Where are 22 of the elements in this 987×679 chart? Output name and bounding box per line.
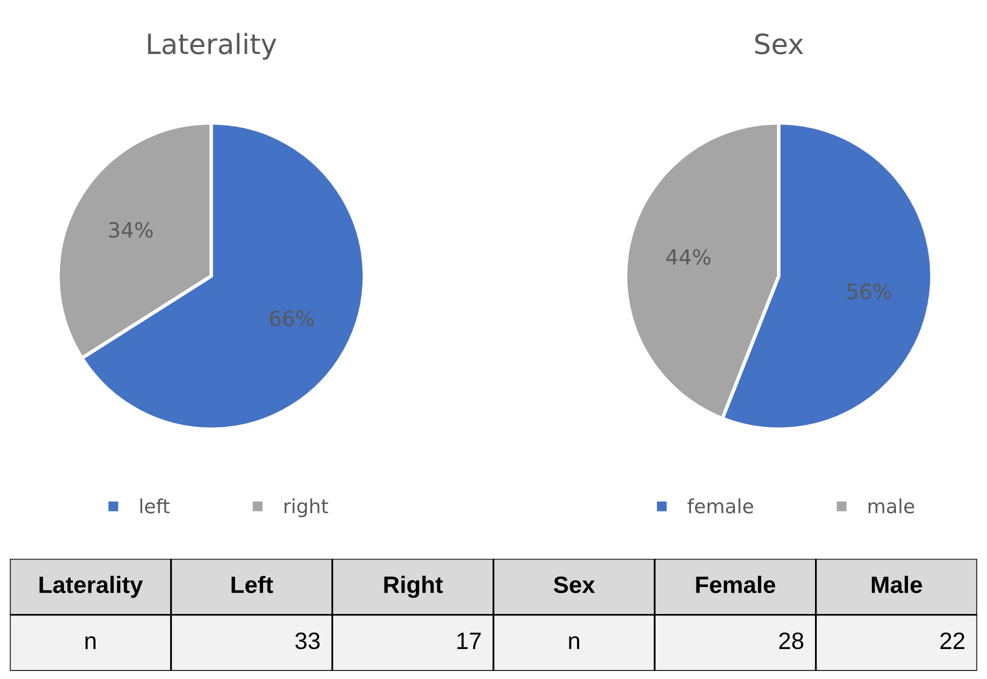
text: Sex bbox=[554, 576, 595, 594]
data-label: 44% bbox=[666, 249, 710, 265]
legend-label: right bbox=[284, 498, 328, 518]
text: n bbox=[569, 636, 580, 649]
chart-title: Laterality bbox=[148, 32, 276, 60]
text: 17 bbox=[457, 632, 481, 649]
data-label: 56% bbox=[847, 284, 892, 300]
legend-label: male bbox=[868, 498, 914, 514]
text: Laterality bbox=[40, 576, 143, 598]
chart-title: Sex bbox=[755, 33, 804, 54]
legend-label: female bbox=[688, 498, 754, 514]
data-label: 34% bbox=[109, 222, 153, 238]
text: Left bbox=[232, 576, 274, 594]
text: n bbox=[85, 636, 96, 649]
text: Male bbox=[872, 576, 922, 594]
data-label: 66% bbox=[270, 310, 314, 326]
text: 33 bbox=[295, 632, 320, 650]
text: 28 bbox=[779, 632, 804, 650]
text: 22 bbox=[940, 632, 964, 649]
text: Right bbox=[384, 576, 443, 598]
text: Female bbox=[696, 576, 776, 594]
legend-label: left bbox=[140, 498, 170, 514]
